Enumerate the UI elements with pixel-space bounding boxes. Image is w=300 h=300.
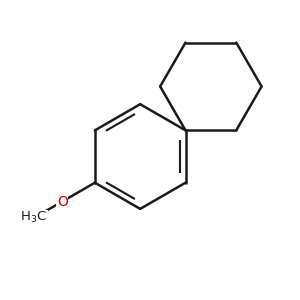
Text: O: O	[57, 194, 68, 208]
Text: H$_3$C: H$_3$C	[20, 210, 47, 225]
